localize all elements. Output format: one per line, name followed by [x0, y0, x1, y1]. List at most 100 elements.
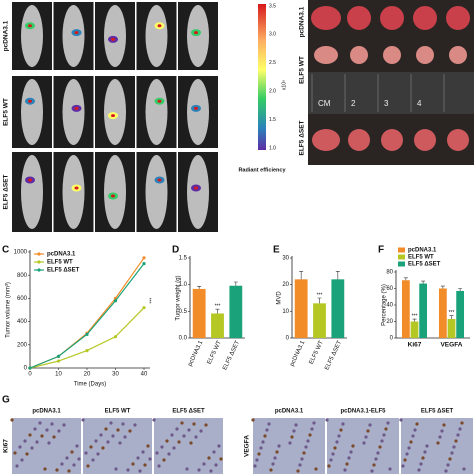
legend-label: ELF5 WT [408, 255, 434, 261]
y-tick-label: 20 [386, 319, 393, 325]
error-bar [458, 288, 463, 291]
y-tick-label: 30 [282, 256, 289, 262]
stain [20, 458, 24, 462]
stain [277, 444, 281, 448]
panel-label: E [273, 245, 280, 256]
stain [104, 427, 108, 431]
stain [177, 440, 181, 444]
bar [456, 290, 465, 338]
stain [111, 434, 115, 438]
stain [409, 440, 413, 444]
stain [94, 439, 98, 443]
bar [410, 321, 419, 338]
y-tick-label: 80 [386, 270, 393, 276]
ihc-image [401, 418, 473, 474]
stain [450, 451, 454, 455]
annotation: *** [449, 310, 455, 316]
y-tick-label: 20 [282, 282, 289, 288]
stain [290, 435, 294, 439]
stain [136, 456, 140, 460]
tumor [446, 6, 470, 30]
stain [70, 450, 74, 454]
stain [148, 457, 152, 461]
stain [413, 428, 417, 432]
tumor-row-label: pcDNA3.1 [299, 6, 306, 37]
row-label: ELF5 WT [3, 98, 10, 126]
x-tick-label: ELF5 WT [309, 340, 325, 366]
signal-core [111, 194, 115, 198]
bar [294, 279, 308, 338]
signal-core [194, 186, 198, 190]
stain [185, 467, 189, 471]
stain [366, 429, 370, 433]
stain [454, 439, 458, 443]
stain [199, 429, 203, 433]
stain [187, 428, 191, 432]
legend-label: ELF5 ΔSET [47, 268, 80, 274]
stain [86, 464, 90, 468]
stain [341, 422, 345, 426]
bar [192, 288, 206, 338]
stain [15, 464, 19, 468]
stain [67, 469, 71, 473]
signal-core [194, 106, 198, 110]
stain [347, 456, 351, 460]
tumor [414, 129, 436, 151]
stain [155, 451, 159, 455]
colorbar-tick: 1.0 [269, 145, 276, 151]
stain [333, 446, 337, 450]
line [29, 263, 145, 369]
stain [160, 445, 164, 449]
stain [40, 434, 44, 438]
stain [273, 456, 277, 460]
stain [52, 435, 56, 439]
stain [189, 441, 193, 445]
tumor [413, 6, 437, 30]
signal-core [28, 24, 32, 28]
stain [217, 444, 221, 448]
x-tick-label: 20 [84, 372, 91, 378]
row-label: Ki67 [3, 439, 10, 453]
stain [339, 428, 343, 432]
x-axis-label: Time (Days) [74, 382, 106, 388]
legend-label: pcDNA3.1 [47, 252, 76, 258]
stain [405, 452, 409, 456]
stain [209, 469, 213, 473]
stain [81, 418, 85, 422]
ihc-image [154, 418, 223, 474]
stain [28, 433, 32, 437]
x-tick-label: 30 [112, 372, 119, 378]
y-axis-label: Percentage (%) [382, 284, 388, 326]
y-tick-label: 400 [17, 319, 28, 325]
panel-label: D [172, 245, 179, 256]
y-axis-label: Tumor volume (mm³) [6, 282, 12, 338]
stain [23, 439, 27, 443]
stain [123, 435, 127, 439]
stain [327, 464, 331, 468]
mouse [62, 5, 85, 67]
stain [13, 451, 17, 455]
stain [141, 450, 145, 454]
stain [192, 422, 196, 426]
tumor [348, 129, 370, 151]
y-tick-label: 0 [286, 336, 290, 342]
stain [207, 456, 211, 460]
signal-core [194, 31, 198, 35]
stain [265, 428, 269, 432]
colorbar-tick: 2.0 [269, 89, 276, 95]
stain [133, 423, 137, 427]
legend-swatch [398, 247, 405, 253]
x-tick-label: Ki67 [408, 342, 422, 349]
bar [438, 288, 447, 338]
mouse [21, 155, 43, 229]
stain [374, 457, 378, 461]
stain [253, 464, 257, 468]
mouse [104, 155, 126, 229]
stain [403, 458, 407, 462]
bar [211, 313, 224, 338]
stain [202, 462, 206, 466]
mouse [21, 5, 43, 67]
row-label: pcDNA3.1 [3, 20, 10, 51]
stain [304, 445, 308, 449]
